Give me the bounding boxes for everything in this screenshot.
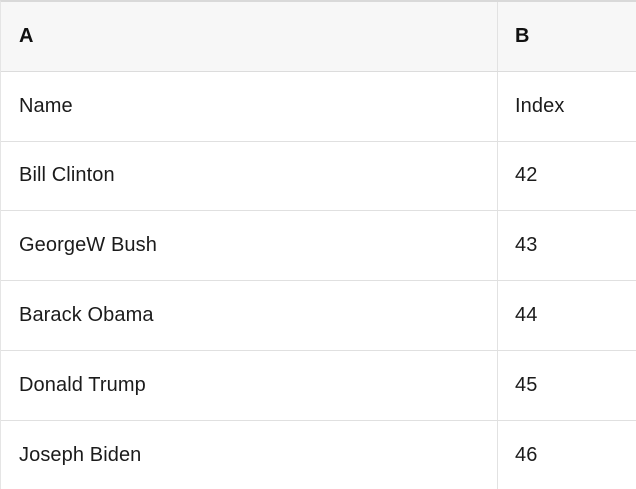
table-row: Donald Trump 45 <box>1 350 636 421</box>
table-row: GeorgeW Bush 43 <box>1 211 636 282</box>
table-cell-index-header[interactable]: Index <box>515 94 565 117</box>
table-cell-index[interactable]: 44 <box>515 304 538 327</box>
column-header-row: A B <box>1 2 636 72</box>
table-row: Joseph Biden 46 <box>1 420 636 489</box>
column-header-b[interactable]: B <box>515 24 530 47</box>
table-cell-name[interactable]: GeorgeW Bush <box>1 211 498 281</box>
table-cell-index[interactable]: 43 <box>515 234 538 257</box>
column-header-a[interactable]: A <box>1 2 498 71</box>
table-cell-name-header[interactable]: Name <box>1 71 498 141</box>
table-cell-index[interactable]: 45 <box>515 373 538 396</box>
table-cell-index[interactable]: 46 <box>515 443 538 466</box>
table-row: Barack Obama 44 <box>1 281 636 351</box>
table-cell-name[interactable]: Barack Obama <box>1 281 498 350</box>
table-cell-name[interactable]: Bill Clinton <box>1 141 498 211</box>
table-cell-name[interactable]: Joseph Biden <box>1 420 498 489</box>
table-cell-index[interactable]: 42 <box>515 164 538 187</box>
table-cell-name[interactable]: Donald Trump <box>1 350 498 420</box>
table-row: Name Index <box>1 71 636 142</box>
table-row: Bill Clinton 42 <box>1 141 636 212</box>
